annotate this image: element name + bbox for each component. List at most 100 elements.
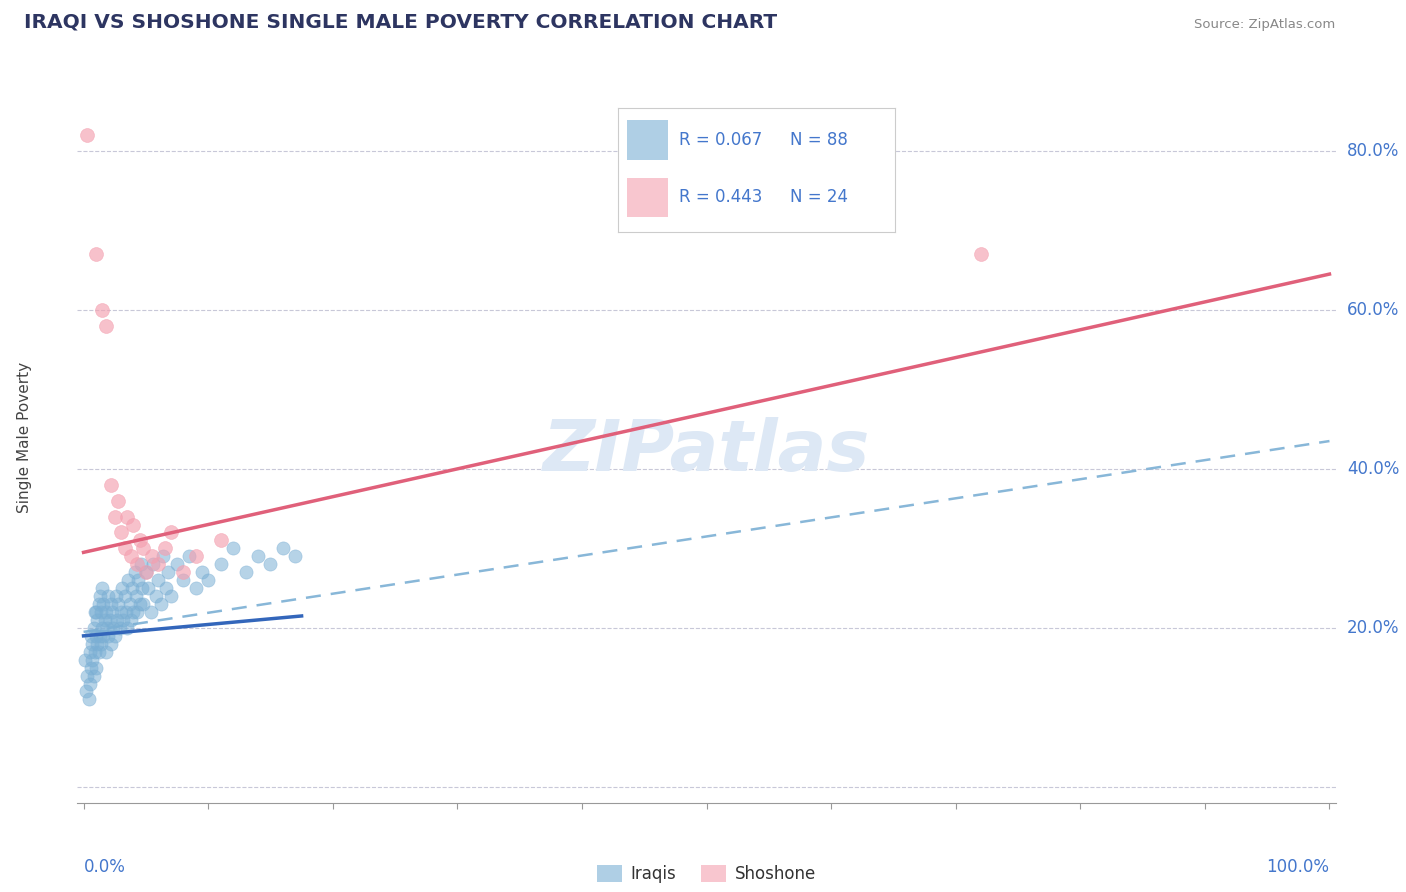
Text: ZIPatlas: ZIPatlas bbox=[543, 417, 870, 486]
Point bbox=[209, 533, 232, 548]
Point bbox=[141, 549, 163, 564]
Point bbox=[115, 605, 138, 619]
Point bbox=[90, 637, 112, 651]
Point bbox=[100, 477, 122, 491]
Point bbox=[115, 621, 138, 635]
Point bbox=[284, 549, 307, 564]
Point bbox=[87, 645, 110, 659]
Point bbox=[100, 637, 122, 651]
Point bbox=[120, 613, 142, 627]
Text: 20.0%: 20.0% bbox=[1347, 619, 1399, 637]
Point bbox=[222, 541, 245, 556]
Point bbox=[104, 629, 127, 643]
Legend: Iraqis, Shoshone: Iraqis, Shoshone bbox=[591, 858, 823, 889]
Point bbox=[97, 589, 120, 603]
Point bbox=[191, 566, 214, 580]
Point bbox=[172, 573, 194, 587]
Point bbox=[89, 629, 111, 643]
Point bbox=[84, 629, 107, 643]
Point bbox=[76, 128, 98, 142]
Point bbox=[122, 605, 145, 619]
Point bbox=[96, 621, 118, 635]
Point bbox=[118, 597, 141, 611]
Point bbox=[73, 653, 96, 667]
Point bbox=[127, 558, 149, 572]
Point bbox=[138, 581, 160, 595]
Point bbox=[83, 668, 105, 682]
Text: 60.0%: 60.0% bbox=[1347, 301, 1399, 318]
Point bbox=[84, 605, 107, 619]
Point bbox=[184, 549, 207, 564]
Point bbox=[127, 605, 149, 619]
Text: Single Male Poverty: Single Male Poverty bbox=[17, 361, 32, 513]
Text: Source: ZipAtlas.com: Source: ZipAtlas.com bbox=[1195, 18, 1336, 31]
Point bbox=[209, 558, 232, 572]
Point bbox=[84, 247, 107, 261]
Point bbox=[80, 660, 103, 674]
Point bbox=[93, 613, 115, 627]
Point bbox=[172, 566, 194, 580]
Point bbox=[110, 605, 132, 619]
Point bbox=[127, 573, 149, 587]
Point bbox=[246, 549, 269, 564]
Point bbox=[101, 605, 124, 619]
Point bbox=[83, 605, 105, 619]
Point bbox=[122, 517, 145, 532]
Point bbox=[104, 589, 127, 603]
Point bbox=[271, 541, 294, 556]
Point bbox=[87, 597, 110, 611]
Point bbox=[83, 621, 105, 635]
Point bbox=[91, 621, 114, 635]
Point bbox=[84, 660, 107, 674]
Point bbox=[103, 621, 125, 635]
Point bbox=[129, 558, 152, 572]
Point bbox=[166, 558, 188, 572]
Point bbox=[79, 676, 101, 690]
Point bbox=[111, 581, 134, 595]
Point bbox=[179, 549, 201, 564]
Point bbox=[128, 533, 150, 548]
Text: IRAQI VS SHOSHONE SINGLE MALE POVERTY CORRELATION CHART: IRAQI VS SHOSHONE SINGLE MALE POVERTY CO… bbox=[24, 12, 778, 31]
Point bbox=[159, 525, 181, 540]
Point bbox=[94, 318, 117, 333]
Point bbox=[124, 566, 146, 580]
Point bbox=[94, 645, 117, 659]
Point bbox=[90, 605, 112, 619]
Point bbox=[76, 668, 98, 682]
Point bbox=[82, 653, 104, 667]
Point bbox=[91, 581, 114, 595]
Point bbox=[100, 597, 122, 611]
Point bbox=[139, 605, 162, 619]
Point bbox=[79, 645, 101, 659]
Point bbox=[117, 573, 139, 587]
Point bbox=[86, 637, 108, 651]
Point bbox=[157, 566, 180, 580]
Point bbox=[112, 613, 135, 627]
Point bbox=[105, 613, 128, 627]
Point bbox=[153, 541, 176, 556]
Point bbox=[107, 597, 129, 611]
Point bbox=[83, 645, 105, 659]
Point bbox=[115, 509, 138, 524]
Point bbox=[114, 589, 136, 603]
Point bbox=[91, 302, 114, 317]
Point bbox=[86, 613, 108, 627]
Point bbox=[120, 549, 142, 564]
Point bbox=[969, 247, 991, 261]
Point bbox=[132, 541, 155, 556]
Text: 40.0%: 40.0% bbox=[1347, 460, 1399, 478]
Point bbox=[159, 589, 181, 603]
Point bbox=[128, 597, 150, 611]
Point bbox=[135, 566, 157, 580]
Point bbox=[235, 566, 257, 580]
Text: 100.0%: 100.0% bbox=[1267, 858, 1330, 876]
Point bbox=[125, 589, 148, 603]
Point bbox=[93, 597, 115, 611]
Point bbox=[94, 605, 117, 619]
Point bbox=[82, 637, 104, 651]
Point bbox=[93, 629, 115, 643]
Point bbox=[149, 597, 172, 611]
Point bbox=[89, 589, 111, 603]
Point bbox=[114, 541, 136, 556]
Point bbox=[131, 581, 153, 595]
